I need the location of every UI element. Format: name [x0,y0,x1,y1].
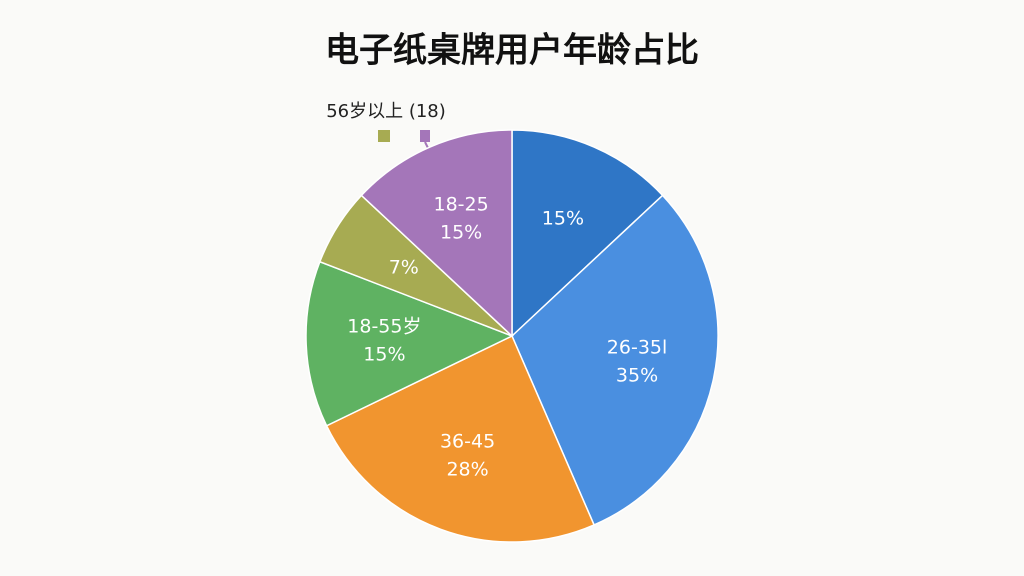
swatch [378,130,390,142]
pie-slice [360,129,513,338]
data-label: 15% [542,207,584,229]
slice-category: 26-35l [607,336,668,358]
swatch [420,130,430,142]
pie-slice [511,129,664,338]
data-label: 15% [440,221,482,243]
annotation: 56岁以上 (18) [326,101,446,122]
chart-title: 电子纸桌牌用户年龄占比 [325,31,699,71]
pie-slice [305,260,514,427]
pie-slice [511,194,719,526]
pie-slice [325,334,596,543]
data-label: 15% [363,344,405,366]
slice-category: 36-45 [440,430,495,452]
slice-category: 18-55岁 [347,316,421,338]
data-label: 35% [616,364,658,386]
data-label: 7% [389,257,419,279]
slice-category: 18-25 [434,193,489,215]
data-label: 28% [446,458,488,480]
